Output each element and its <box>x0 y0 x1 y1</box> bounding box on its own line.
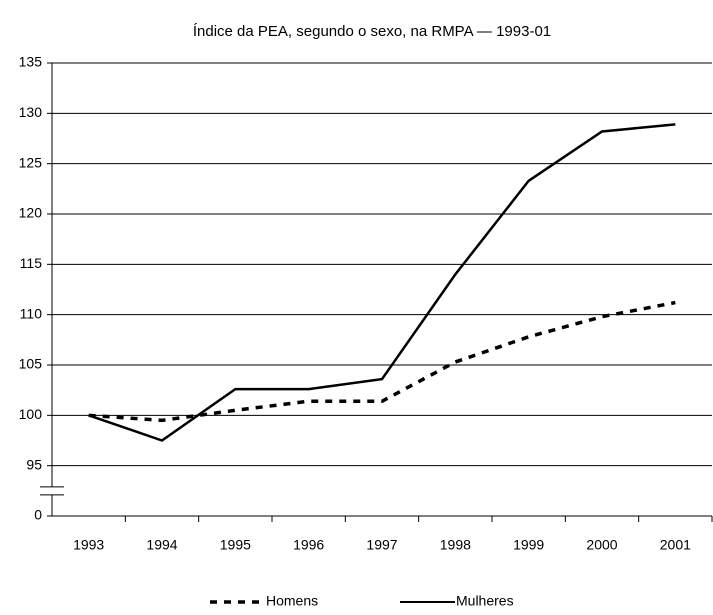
y-tick-label: 0 <box>34 507 42 523</box>
x-tick-label: 1995 <box>220 537 251 553</box>
legend-label: Mulheres <box>456 593 514 609</box>
y-tick-label: 105 <box>19 356 43 372</box>
x-tick-label: 1999 <box>513 537 544 553</box>
x-tick-label: 1996 <box>293 537 324 553</box>
x-tick-label: 1994 <box>146 537 177 553</box>
y-tick-label: 125 <box>19 154 43 170</box>
axis-break-gap <box>50 486 54 495</box>
series-line <box>88 123 676 442</box>
y-tick-label: 120 <box>19 205 43 221</box>
y-tick-label: 130 <box>19 104 43 120</box>
y-tick-label: 135 <box>19 54 43 70</box>
x-tick-label: 2001 <box>660 537 691 553</box>
x-tick-label: 1993 <box>73 537 104 553</box>
x-tick-label: 2000 <box>586 537 617 553</box>
x-tick-label: 1998 <box>440 537 471 553</box>
chart-title: Índice da PEA, segundo o sexo, na RMPA —… <box>193 23 551 40</box>
y-tick-label: 95 <box>26 456 42 472</box>
y-tick-label: 100 <box>19 406 43 422</box>
y-tick-label: 115 <box>20 255 43 271</box>
x-tick-label: 1997 <box>366 537 397 553</box>
series-line <box>88 300 676 423</box>
legend-label: Homens <box>266 593 318 609</box>
y-tick-label: 110 <box>20 305 43 321</box>
